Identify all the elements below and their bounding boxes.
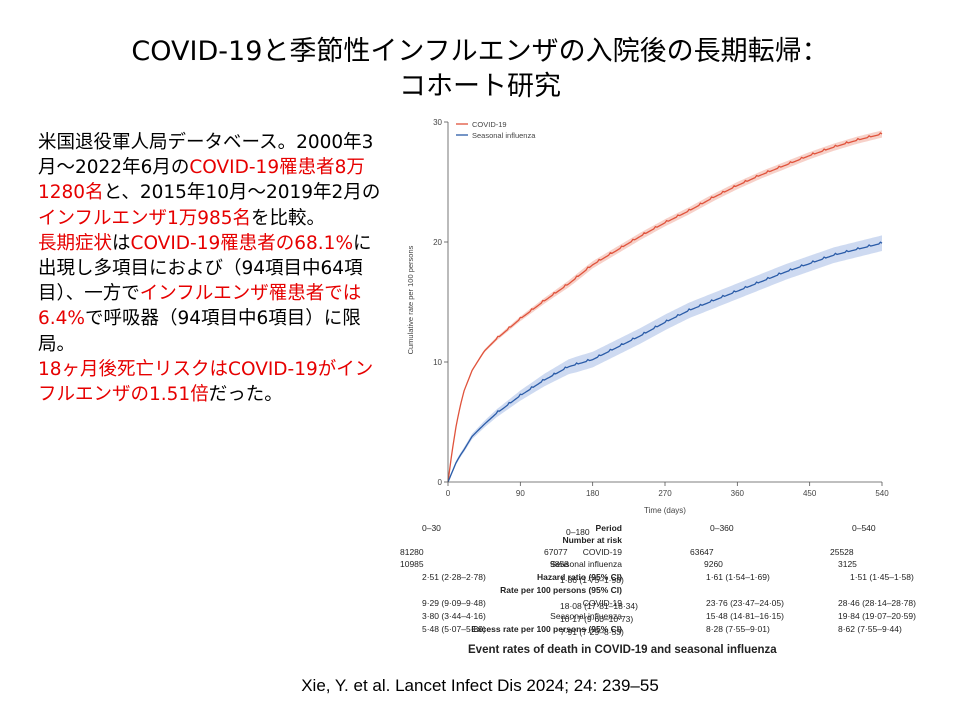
x-axis-label: Time (days)	[644, 506, 686, 515]
chart-legend: COVID-19 Seasonal influenza	[456, 120, 536, 140]
covid-at-risk-cell: 81280	[400, 547, 424, 557]
slide-title-line-1: COVID-19と季節性インフルエンザの入院後の長期転帰：	[131, 36, 829, 67]
row-label-flu: Seasonal influenza	[550, 559, 622, 569]
row-label-rate-flu: Seasonal influenza	[550, 611, 622, 621]
period-cell: 0–180	[566, 527, 590, 537]
y-tick-label: 0	[438, 478, 443, 487]
period-cell: 0–30	[422, 523, 441, 533]
summary-p1-a: 米国退役軍人局データベース。2000年3月～2022年6月の	[38, 132, 374, 179]
ci-band-1	[448, 235, 882, 482]
slide-title: COVID-19と季節性インフルエンザの入院後の長期転帰： コホート研究	[0, 34, 960, 104]
risk-table: Period Number at risk COVID-19 Seasonal …	[230, 520, 916, 645]
slide-title-line-2: コホート研究	[399, 71, 561, 102]
hazard-cell: 1·51 (1·45–1·58)	[850, 572, 914, 582]
excess-cell: 5·48 (5·07–5·89)	[422, 624, 486, 634]
y-axis-label: Cumulative rate per 100 persons	[406, 245, 415, 354]
excess-cell: 7·91 (7·29–8·53)	[560, 627, 624, 637]
hazard-cell: 2·51 (2·28–2·78)	[422, 572, 486, 582]
excess-cell: 8·62 (7·55–9·44)	[838, 624, 902, 634]
summary-p2-d: に出現し多項目におよび（94項目中64項目）、一方で	[38, 232, 372, 305]
rate-flu-cell: 3·80 (3·44–4·16)	[422, 611, 486, 621]
y-tick-label: 30	[433, 118, 442, 127]
row-label-hazard: Hazard ratio (95% CI)	[536, 572, 622, 582]
x-tick-label: 270	[658, 489, 672, 498]
summary-p2-e: インフルエンザ罹患者では6.4%	[38, 283, 362, 330]
summary-p2-c: COVID-19罹患者の68.1%	[130, 232, 354, 254]
x-tick-label: 450	[803, 489, 817, 498]
summary-p3: 18ヶ月後死亡リスクはCOVID-19がインフルエンザの1.51倍	[38, 358, 374, 406]
summary-p1-d: インフルエンザ1万985名	[38, 207, 252, 229]
series-line	[447, 241, 883, 483]
summary-p1-c: と、2015年10月～2019年2月の	[103, 182, 381, 204]
period-cell: 0–540	[852, 523, 876, 533]
flu-at-risk-cell: 10985	[400, 559, 424, 569]
rate-covid-cell: 9·29 (9·09–9·48)	[422, 598, 486, 608]
x-tick-label: 360	[731, 489, 745, 498]
summary-p2-f: で呼吸器（94項目中6項目）に限局。	[38, 308, 361, 355]
rate-covid-cell: 28·46 (28·14–28·78)	[838, 598, 916, 608]
summary-p1-e: を比較。	[251, 207, 326, 229]
covid-at-risk-cell: 63647	[690, 547, 714, 557]
y-tick-label: 20	[433, 238, 442, 247]
row-label-rate-covid: COVID-19	[582, 598, 622, 608]
covid-at-risk-cell: 25528	[830, 547, 854, 557]
excess-cell: 8·28 (7·55–9·01)	[706, 624, 770, 634]
y-tick-label: 10	[433, 358, 442, 367]
flu-at-risk-cell: 9858	[550, 559, 569, 569]
axes: 0 10 20 30 0 90 180 270 360 450 540	[433, 118, 889, 498]
ci-band-0	[448, 130, 882, 482]
x-tick-label: 0	[446, 489, 451, 498]
flu-at-risk-cell: 9260	[704, 559, 723, 569]
chart-caption: Event rates of death in COVID-19 and sea…	[468, 644, 777, 656]
summary-p3-end: だった。	[208, 384, 283, 406]
row-label-at-risk: Number at risk	[562, 535, 622, 545]
chart-svg: 0 10 20 30 0 90 180 270 360 450 540 COVID-19 Season…	[406, 118, 889, 515]
summary-p1-b: COVID-19罹患者8万1280名	[38, 157, 365, 204]
row-label-rate: Rate per 100 persons (95% CI)	[500, 585, 622, 595]
legend-label: Seasonal influenza	[472, 131, 536, 140]
row-label-excess: Excess rate per 100 persons (95% CI)	[471, 624, 622, 634]
citation: Xie, Y. et al. Lancet Infect Dis 2024; 2…	[301, 676, 659, 695]
rate-flu-cell: 10·17 (9·60–10·73)	[560, 614, 634, 624]
mortality-chart: 0 10 20 30 0 90 180 270 360 450 540 COVID-19 Season…	[400, 110, 900, 520]
rate-covid-cell: 18·08 (17·81–18·34)	[560, 601, 638, 611]
row-label-covid: COVID-19	[582, 547, 622, 557]
x-tick-label: 180	[586, 489, 600, 498]
summary-p2-a: 長期症状	[38, 232, 113, 254]
confidence-bands	[448, 130, 882, 482]
period-cell: 0–360	[710, 523, 734, 533]
summary-p2-b: は	[112, 232, 131, 254]
x-tick-label: 90	[516, 489, 525, 498]
hazard-cell: 1·86 (1·75–1·98)	[560, 575, 624, 585]
rate-covid-cell: 23·76 (23·47–24·05)	[706, 598, 784, 608]
series-line	[447, 132, 883, 483]
hazard-cell: 1·61 (1·54–1·69)	[706, 572, 770, 582]
series-lines	[447, 132, 883, 483]
row-label-period: Period	[595, 523, 622, 533]
rate-flu-cell: 19·84 (19·07–20·59)	[838, 611, 916, 621]
summary-text: 米国退役軍人局データベース。2000年3月～2022年6月のCOVID-19罹患…	[38, 130, 388, 407]
rate-flu-cell: 15·48 (14·81–16·15)	[706, 611, 784, 621]
x-tick-label: 540	[875, 489, 889, 498]
covid-at-risk-cell: 67077	[544, 547, 568, 557]
legend-label: COVID-19	[472, 120, 507, 129]
flu-at-risk-cell: 3125	[838, 559, 857, 569]
